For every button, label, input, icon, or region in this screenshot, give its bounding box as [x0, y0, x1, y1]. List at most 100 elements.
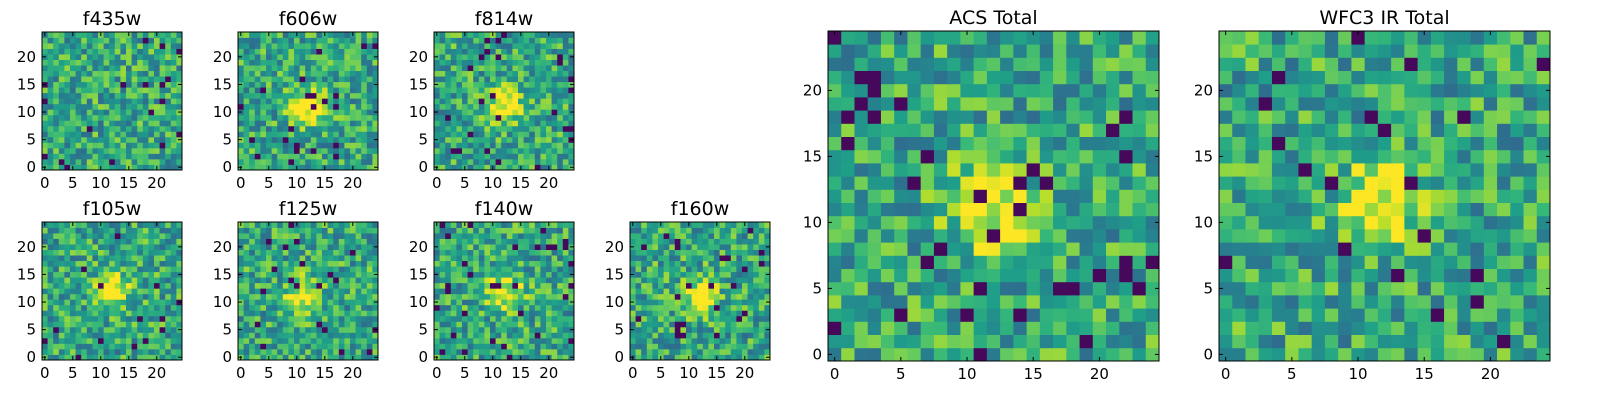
heatmap-cell	[165, 354, 172, 361]
heatmap-cell	[333, 348, 340, 355]
heatmap-cell	[1053, 176, 1067, 190]
heatmap-cell	[540, 348, 547, 355]
heatmap-cell	[260, 147, 267, 154]
heatmap-cell	[142, 37, 149, 44]
heatmap-cell	[277, 304, 284, 311]
heatmap-cell	[294, 310, 300, 317]
heatmap-cell	[445, 32, 452, 38]
heatmap-cell	[355, 238, 362, 245]
heatmap-cell	[434, 59, 440, 66]
heatmap-cell	[501, 288, 508, 295]
heatmap-cell	[630, 249, 636, 256]
heatmap-cell	[266, 337, 272, 344]
heatmap-cell	[534, 103, 541, 110]
heatmap-cell	[641, 299, 648, 306]
heatmap-cell	[75, 70, 82, 77]
heatmap-cell	[355, 158, 362, 165]
heatmap-cell	[495, 125, 502, 132]
heatmap-cell	[42, 37, 48, 44]
heatmap-cell	[310, 164, 317, 171]
heatmap-cell	[344, 343, 351, 350]
heatmap-cell	[254, 70, 261, 77]
heatmap-cell	[501, 304, 508, 311]
heatmap-cell	[546, 348, 552, 355]
heatmap-cell	[277, 288, 284, 295]
heatmap-cell	[518, 293, 524, 300]
heatmap-cell	[540, 92, 547, 99]
heatmap-cell	[366, 136, 373, 143]
heatmap-cell	[372, 131, 379, 138]
heatmap-cell	[473, 114, 480, 121]
heatmap-cell	[266, 98, 272, 105]
heatmap-cell	[933, 347, 948, 362]
heatmap-cell	[854, 281, 869, 296]
heatmap-cell	[92, 304, 99, 311]
heatmap-cell	[663, 288, 670, 295]
heatmap-cell	[736, 310, 743, 317]
heatmap-cell	[103, 321, 110, 328]
heatmap-cell	[126, 321, 132, 328]
heatmap-cell	[635, 288, 642, 295]
heatmap-cell	[534, 255, 541, 262]
heatmap-cell	[333, 37, 340, 44]
heatmap-cell	[366, 98, 373, 105]
heatmap-cell	[249, 288, 256, 295]
heatmap-cell	[512, 81, 519, 88]
heatmap-cell	[1092, 334, 1107, 349]
heatmap-cell	[148, 238, 155, 245]
heatmap-cell	[764, 266, 771, 273]
heatmap-cell	[120, 238, 127, 245]
heatmap-cell	[355, 59, 362, 66]
heatmap-cell	[316, 266, 323, 273]
heatmap-cell	[764, 277, 771, 284]
heatmap-cell	[960, 229, 975, 243]
heatmap-cell	[271, 260, 278, 267]
heatmap-cell	[327, 343, 334, 350]
heatmap-cell	[1026, 242, 1041, 256]
heatmap-cell	[159, 131, 166, 138]
heatmap-cell	[238, 92, 244, 99]
heatmap-cell	[254, 299, 261, 306]
heatmap-cell	[841, 149, 855, 164]
heatmap-cell	[142, 98, 149, 105]
heatmap-cell	[439, 98, 446, 105]
heatmap-cell	[758, 277, 765, 284]
heatmap-cell	[658, 326, 664, 333]
heatmap-cell	[506, 343, 513, 350]
heatmap-cell	[120, 59, 127, 66]
heatmap-cell	[484, 233, 491, 239]
heatmap-cell	[490, 120, 496, 127]
heatmap-cell	[1092, 176, 1107, 190]
heatmap-cell	[103, 147, 110, 154]
heatmap-cell	[546, 255, 552, 262]
heatmap-cell	[47, 32, 54, 38]
heatmap-cell	[344, 299, 351, 306]
heatmap-cell	[523, 315, 530, 322]
heatmap-cell	[529, 310, 536, 317]
heatmap-cell	[947, 295, 961, 309]
heatmap-cell	[523, 164, 530, 171]
heatmap-cell	[310, 310, 317, 317]
heatmap-cell	[277, 326, 284, 333]
heatmap-cell	[758, 321, 765, 328]
heatmap-cell	[529, 103, 536, 110]
heatmap-cell	[338, 98, 345, 105]
heatmap-cell	[70, 244, 76, 250]
heatmap-cell	[109, 255, 116, 262]
heatmap-cell	[159, 227, 166, 234]
heatmap-cell	[529, 266, 536, 273]
heatmap-cell	[725, 282, 732, 289]
heatmap-cell	[42, 282, 48, 289]
heatmap-cell	[753, 293, 760, 300]
heatmap-cell	[501, 136, 508, 143]
heatmap-cell	[854, 268, 869, 283]
heatmap-cell	[53, 326, 60, 333]
heatmap-cell	[540, 48, 547, 55]
heatmap-cell	[534, 54, 541, 60]
heatmap-cell	[562, 293, 569, 300]
heatmap-cell	[288, 147, 295, 154]
heatmap-cell	[907, 149, 922, 164]
heatmap-cell	[641, 310, 648, 317]
heatmap-cell	[114, 114, 121, 121]
heatmap-cell	[947, 321, 961, 335]
